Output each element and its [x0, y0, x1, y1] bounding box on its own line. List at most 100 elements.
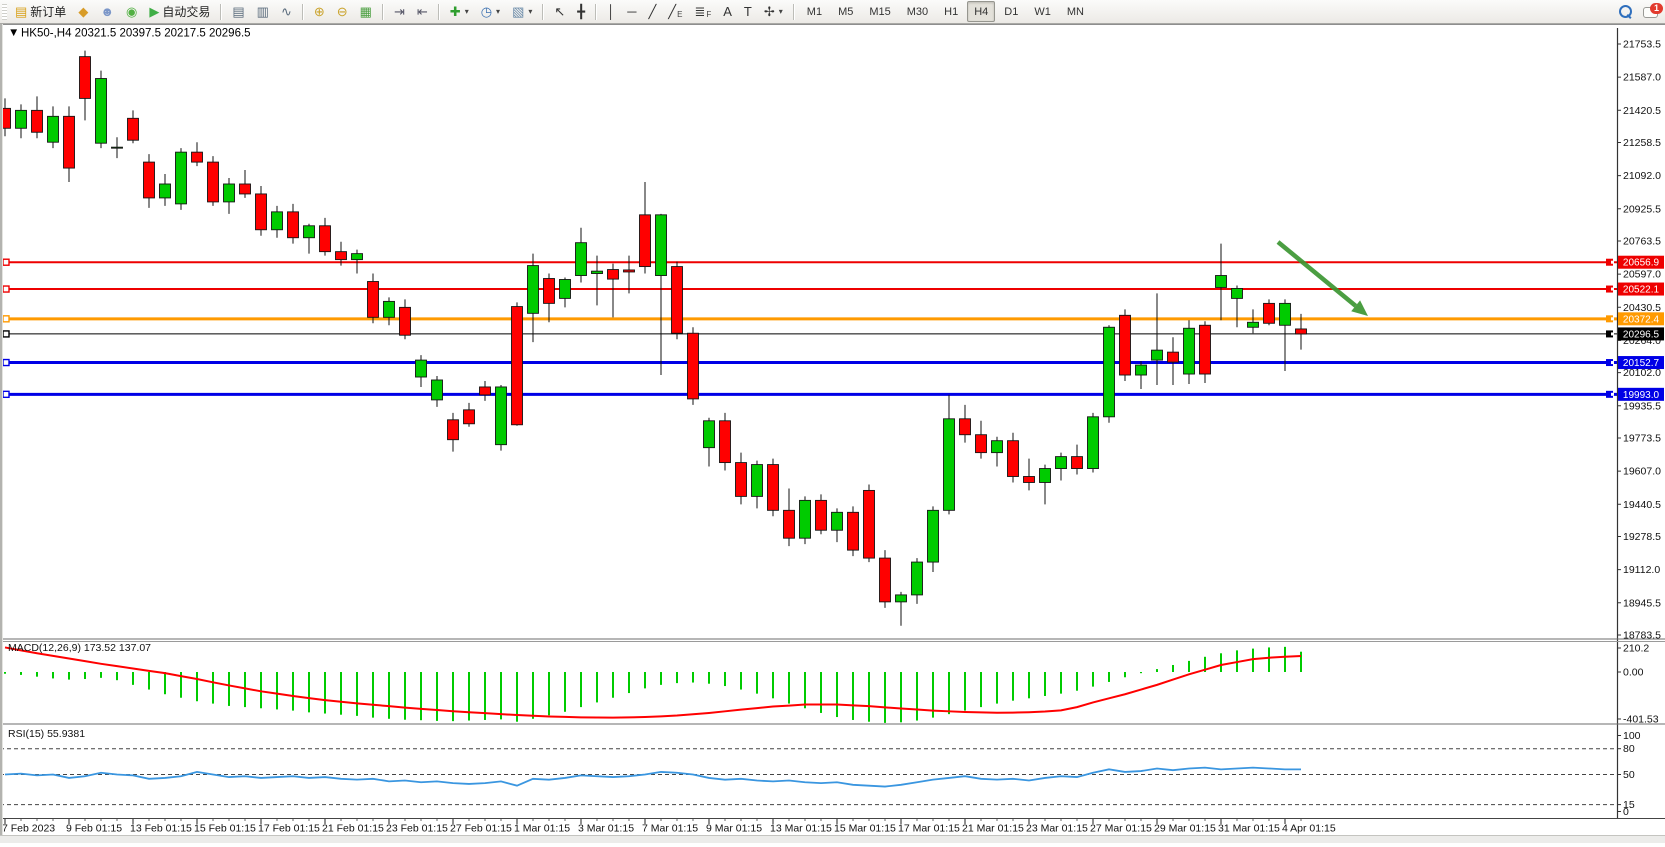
candle — [271, 211, 283, 231]
cursor-icon: ↖ — [554, 4, 566, 19]
candle — [767, 464, 779, 511]
timeframe-mn[interactable]: MN — [1066, 5, 1084, 18]
tile-windows-icon[interactable]: ▦ — [355, 1, 377, 22]
toolbar-grip — [2, 3, 7, 20]
horizontal-line-icon: ─ — [627, 4, 637, 19]
candle — [383, 300, 395, 318]
date-label: 27 Feb 01:15 — [450, 823, 512, 835]
auto-scroll-icon[interactable]: ⇥ — [389, 1, 410, 22]
candle — [1199, 324, 1211, 375]
toolbar: ▤ 新订单 ◆ ☻ ◉ ▶ 自动交易 ▤ ▥ ∿ ⊕ ⊖ ▦ ⇥ ⇤ ✚ ▾ ◷ ▾ ▧ ▾ ↖ ╋ │ ─ ╱ ╱ E ≣ F A T ✢ ▾ M… — [0, 0, 1665, 24]
toolbar-right: 1 — [1619, 0, 1663, 23]
search-icon[interactable] — [1619, 4, 1633, 19]
line-anchor[interactable] — [2, 315, 10, 323]
trendline-icon[interactable]: ╱ — [643, 1, 661, 22]
svg-text:19607.0: 19607.0 — [1623, 466, 1661, 478]
candle — [895, 594, 907, 603]
axis-line-marker — [1606, 359, 1613, 367]
crosshair-icon[interactable]: ╋ — [572, 1, 590, 22]
new-order-button[interactable]: ▤ 新订单 — [10, 1, 71, 22]
axis-line-marker — [1606, 330, 1613, 338]
arrow-head[interactable] — [1351, 300, 1368, 316]
auto-trading-button[interactable]: ▶ 自动交易 — [144, 1, 215, 22]
chevron-down-icon[interactable]: ▾ — [528, 7, 533, 16]
timeframe-d1[interactable]: D1 — [1004, 5, 1019, 18]
timeframe-h1[interactable]: H1 — [944, 5, 959, 18]
date-label: 7 Feb 2023 — [2, 823, 55, 835]
candle — [847, 511, 859, 551]
candle — [511, 306, 523, 426]
zoom-out-icon[interactable]: ⊖ — [332, 1, 353, 22]
candle — [495, 386, 507, 446]
chart-shift-icon[interactable]: ⇤ — [412, 1, 433, 22]
indicators-icon[interactable]: ✚ ▾ — [445, 1, 474, 22]
timeframe-m15[interactable]: M15 — [869, 5, 891, 18]
candle — [1167, 351, 1179, 363]
date-label: 13 Feb 01:15 — [130, 823, 192, 835]
toolbar-separator — [437, 3, 440, 20]
line-anchor[interactable] — [2, 358, 10, 367]
timeframe-w1[interactable]: W1 — [1034, 5, 1051, 18]
toolbar-separator — [301, 3, 304, 20]
timeframe-m1[interactable]: M1 — [806, 5, 823, 18]
bar-chart-icon[interactable]: ▤ — [227, 1, 249, 22]
date-label: 9 Mar 01:15 — [706, 823, 762, 835]
svg-text:20522.1: 20522.1 — [1623, 285, 1660, 296]
indicators-icon: ✚ — [449, 4, 461, 19]
candle — [159, 183, 171, 199]
text-icon: A — [723, 4, 732, 19]
arrows-icon[interactable]: ✢ ▾ — [759, 1, 788, 22]
line-anchor[interactable] — [2, 258, 10, 266]
candle — [31, 109, 43, 133]
zoom-in-icon[interactable]: ⊕ — [309, 1, 330, 22]
svg-text:19112.0: 19112.0 — [1623, 564, 1660, 576]
text-icon[interactable]: A — [718, 1, 737, 22]
text-label-icon[interactable]: T — [739, 1, 757, 22]
candle — [319, 225, 331, 253]
period-icon[interactable]: ◷ ▾ — [476, 1, 505, 22]
candle — [655, 214, 667, 276]
fibonacci-icon[interactable]: ≣ F — [689, 1, 716, 22]
svg-text:21092.0: 21092.0 — [1623, 170, 1661, 182]
date-label: 4 Apr 01:15 — [1282, 823, 1336, 835]
chevron-down-icon[interactable]: ▾ — [778, 7, 783, 16]
charts-icon[interactable]: ◆ — [73, 1, 93, 22]
trend-arrow[interactable] — [1276, 240, 1368, 316]
axis-group: 21753.5 21587.0 21420.5 21258.5 21092.0 20925… — [0, 24, 1665, 819]
axis-line-marker — [1606, 390, 1613, 398]
notifications-icon[interactable]: 1 — [1643, 2, 1663, 18]
chart-canvas[interactable]: ▼ HK50-,H4 20321.5 20397.5 20217.5 20296… — [0, 24, 1665, 842]
cursor-icon[interactable]: ↖ — [549, 1, 570, 22]
candle — [1295, 328, 1307, 335]
candle — [959, 418, 971, 436]
new-order-button-label: 新订单 — [30, 5, 67, 19]
chevron-down-icon[interactable]: ▾ — [464, 7, 469, 16]
chevron-down-icon[interactable]: ▾ — [496, 7, 501, 16]
chart-window[interactable]: ▼ HK50-,H4 20321.5 20397.5 20217.5 20296… — [0, 24, 1665, 842]
line-anchor[interactable] — [2, 330, 10, 338]
axis-line-marker — [1606, 258, 1613, 266]
arrow-line[interactable] — [1276, 240, 1358, 308]
candle — [479, 386, 491, 396]
profile-icon[interactable]: ☻ — [95, 1, 119, 22]
candlestick-chart-icon[interactable]: ▥ — [252, 1, 274, 22]
svg-text:20102.0: 20102.0 — [1623, 367, 1661, 379]
hlines-group[interactable] — [0, 258, 1617, 399]
collapse-icon[interactable]: ▼ — [8, 27, 19, 39]
svg-text:21258.5: 21258.5 — [1623, 137, 1661, 149]
timeframe-m30[interactable]: M30 — [906, 5, 929, 18]
timeframe-h4[interactable]: H4 — [967, 1, 996, 22]
line-anchor[interactable] — [2, 390, 10, 399]
signals-icon[interactable]: ◉ — [121, 1, 142, 22]
timeframe-m5[interactable]: M5 — [838, 5, 854, 18]
candle — [1055, 456, 1067, 469]
tile-windows-icon: ▦ — [359, 4, 372, 19]
date-label: 17 Mar 01:15 — [898, 823, 960, 835]
template-icon[interactable]: ▧ ▾ — [507, 1, 537, 22]
equidistant-channel-icon[interactable]: ╱ E — [663, 1, 687, 22]
line-anchor[interactable] — [2, 285, 10, 293]
horizontal-line-icon[interactable]: ─ — [622, 1, 641, 22]
line-chart-icon[interactable]: ∿ — [276, 1, 297, 22]
vertical-line-icon[interactable]: │ — [602, 1, 620, 22]
candle — [527, 265, 539, 314]
